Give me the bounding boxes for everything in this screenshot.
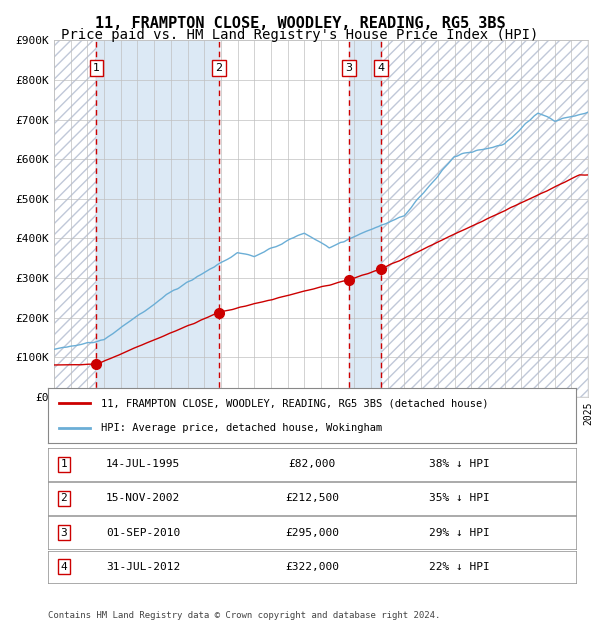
Bar: [97, 40, 219, 397]
Text: HPI: Average price, detached house, Wokingham: HPI: Average price, detached house, Woki…: [101, 423, 382, 433]
Text: 15-NOV-2002: 15-NOV-2002: [106, 494, 180, 503]
Text: £295,000: £295,000: [285, 528, 339, 538]
Text: £212,500: £212,500: [285, 494, 339, 503]
Text: 3: 3: [61, 528, 67, 538]
Text: 29% ↓ HPI: 29% ↓ HPI: [430, 528, 490, 538]
Text: £322,000: £322,000: [285, 562, 339, 572]
Text: 11, FRAMPTON CLOSE, WOODLEY, READING, RG5 3BS (detached house): 11, FRAMPTON CLOSE, WOODLEY, READING, RG…: [101, 398, 488, 408]
Text: 31-JUL-2012: 31-JUL-2012: [106, 562, 180, 572]
Text: 01-SEP-2010: 01-SEP-2010: [106, 528, 180, 538]
Bar: [54, 40, 97, 397]
Text: 2: 2: [215, 63, 222, 73]
Text: 1: 1: [61, 459, 67, 469]
Text: 38% ↓ HPI: 38% ↓ HPI: [430, 459, 490, 469]
Text: Contains HM Land Registry data © Crown copyright and database right 2024.
This d: Contains HM Land Registry data © Crown c…: [48, 611, 440, 620]
Text: 22% ↓ HPI: 22% ↓ HPI: [430, 562, 490, 572]
Text: 2: 2: [61, 494, 67, 503]
Text: £82,000: £82,000: [289, 459, 335, 469]
Text: 1: 1: [93, 63, 100, 73]
Text: 3: 3: [346, 63, 352, 73]
Text: 4: 4: [377, 63, 385, 73]
Bar: [349, 40, 381, 397]
Text: 11, FRAMPTON CLOSE, WOODLEY, READING, RG5 3BS: 11, FRAMPTON CLOSE, WOODLEY, READING, RG…: [95, 16, 505, 30]
Text: Price paid vs. HM Land Registry's House Price Index (HPI): Price paid vs. HM Land Registry's House …: [61, 28, 539, 42]
Text: 35% ↓ HPI: 35% ↓ HPI: [430, 494, 490, 503]
Bar: [381, 40, 588, 397]
Text: 4: 4: [61, 562, 67, 572]
Text: 14-JUL-1995: 14-JUL-1995: [106, 459, 180, 469]
